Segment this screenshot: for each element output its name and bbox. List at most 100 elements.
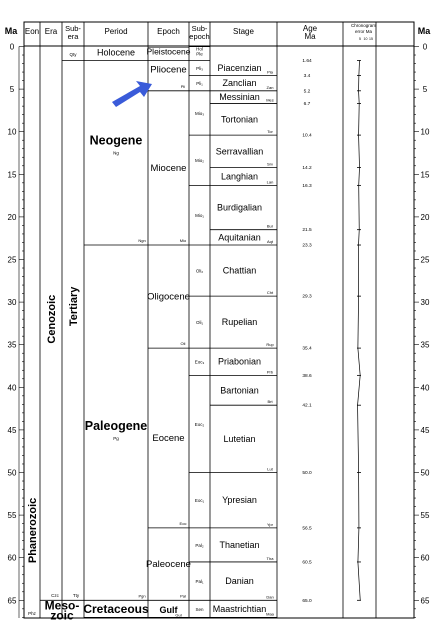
chronogram-line (357, 60, 361, 601)
scale-label-right: 35 (421, 341, 430, 350)
epoch-label: Miocene (151, 163, 187, 174)
subepoch-label: Ple (196, 52, 203, 57)
age-value: 50.0 (302, 470, 312, 476)
stage-abbr: Rup (266, 342, 274, 347)
era-label: Meso- (45, 598, 80, 612)
period-label: Paleogene (85, 419, 148, 433)
stage-abbr: Tor (267, 129, 273, 134)
scale-label-left: 35 (8, 341, 17, 350)
stage-label: Chattian (223, 266, 257, 276)
stage-abbr: Mes (266, 98, 274, 103)
stage-label: Bartonian (220, 385, 259, 395)
header-ma-left: Ma (5, 26, 18, 36)
stage-label: Aquitanian (218, 232, 261, 242)
subepoch-label: Oli₂ (196, 269, 203, 274)
age-value: 60.5 (302, 559, 312, 565)
epoch-abbr: Oli (181, 341, 186, 346)
scale-label-right: 0 (423, 43, 428, 52)
subepoch-label: Pal₁ (195, 579, 204, 584)
age-value: 5.2 (304, 88, 311, 94)
era-label: Cenozoic (46, 295, 58, 344)
header-chronogram: Chronogram (351, 23, 376, 28)
chronogram (357, 60, 361, 601)
scale-label-left: 55 (8, 511, 17, 520)
scale-label-right: 45 (421, 426, 430, 435)
stage-label: Danian (225, 576, 254, 586)
header-ma-right: Ma (418, 26, 431, 36)
epoch-label: Pliocene (150, 65, 186, 76)
scale-label-left: 25 (8, 256, 17, 265)
subera-label: Tertiary (68, 286, 80, 326)
chronogram-tick-label: 15 (369, 37, 373, 41)
era-abbr: Czc (51, 593, 59, 598)
scale-label-right: 25 (421, 256, 430, 265)
subepoch-label: Oli₁ (196, 320, 203, 325)
stage-abbr: Zan (267, 85, 274, 90)
age-value: 35.4 (302, 346, 312, 352)
scale-label-right: 55 (421, 511, 430, 520)
subepoch-label: Eoc₃ (195, 360, 205, 365)
header-stage: Stage (233, 27, 254, 36)
scale-label-left: 65 (8, 596, 17, 605)
epoch-label: Oligocene (147, 292, 190, 303)
stage-abbr: Aqt (267, 239, 274, 244)
header-chronogram: error Ma (355, 29, 372, 34)
arrow-shape (112, 81, 152, 107)
stage-label: Thanetian (219, 540, 259, 550)
stage-label: Lutetian (223, 434, 255, 444)
chart-frame (23, 21, 415, 619)
stage-abbr: Bur (267, 224, 274, 229)
subera-abbr: Tty (73, 593, 80, 598)
period-abbr: Pg (113, 436, 119, 441)
stage-label: Burdigalian (217, 203, 262, 213)
age-value: 23.3 (302, 243, 312, 249)
epoch-label: Eocene (152, 433, 184, 444)
age-value: 42.1 (302, 403, 312, 409)
scale-label-left: 5 (10, 85, 15, 94)
stage-abbr: Lut (267, 467, 273, 472)
scale-label-left: 0 (10, 43, 15, 52)
scale-label-left: 30 (8, 298, 17, 307)
scale-label-left: 50 (8, 469, 17, 478)
stage-abbr: Brt (267, 399, 273, 404)
period-code: Pgn (138, 593, 145, 598)
stage-abbr: Ypr (267, 522, 274, 527)
stage-label: Messinian (219, 92, 260, 102)
stage-abbr: Dan (266, 594, 273, 599)
header-era: Era (45, 27, 58, 36)
header-age: Age (303, 24, 318, 33)
scale-label-right: 60 (421, 554, 430, 563)
subepoch-label: Mio₁ (195, 213, 204, 218)
header-subera: Sub- (65, 24, 81, 33)
period-code: Ngn (138, 238, 145, 243)
stage-abbr: Maa (266, 611, 275, 616)
subepoch-label: Mio₃ (195, 111, 204, 116)
scale-label-right: 10 (421, 128, 430, 137)
epoch-label: Gulf (160, 605, 179, 615)
scale-label-left: 20 (8, 213, 17, 222)
stage-abbr: Tha (267, 556, 275, 561)
period-label: Cretaceous (83, 602, 149, 616)
stage-label: Maastrichtian (213, 604, 267, 614)
stage-label: Zanclian (222, 78, 256, 88)
age-value: 3.4 (304, 73, 311, 79)
scale-label-left: 10 (8, 128, 17, 137)
stage-abbr: Lan (267, 179, 274, 184)
stage-label: Priabonian (218, 357, 261, 367)
epoch-abbr: Gul (175, 612, 181, 617)
stage-abbr: Pia (267, 69, 274, 74)
epoch-label: Paleocene (146, 559, 191, 570)
age-value: 21.5 (302, 227, 312, 233)
scale-label-right: 15 (421, 170, 430, 179)
stage-abbr: Cht (267, 290, 274, 295)
scale-label-right: 5 (423, 85, 428, 94)
age-value: 1.64 (302, 58, 312, 64)
epoch-abbr: Pal (180, 593, 186, 598)
subepoch-label: Eoc₁ (195, 498, 205, 503)
chronogram-tick-label: 10 (364, 37, 368, 41)
scale-label-left: 45 (8, 426, 17, 435)
period-abbr: Ng (113, 150, 119, 155)
unit-cells (40, 46, 277, 618)
column-headers: Ma Eon Era Sub-era Period Epoch Sub-epoch Stage… (5, 23, 431, 41)
